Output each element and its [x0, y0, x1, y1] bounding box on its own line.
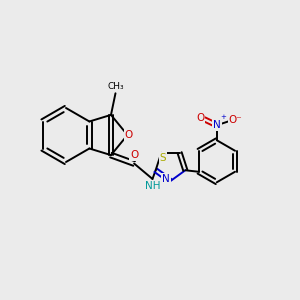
Text: NH: NH: [145, 181, 161, 190]
Text: O: O: [130, 150, 138, 160]
Text: O⁻: O⁻: [229, 115, 242, 125]
Text: S: S: [160, 153, 166, 163]
Text: CH₃: CH₃: [107, 82, 124, 91]
Text: +: +: [221, 114, 226, 120]
Text: O: O: [125, 130, 133, 140]
Text: N: N: [162, 174, 170, 184]
Text: O: O: [196, 113, 204, 123]
Text: N: N: [213, 120, 221, 130]
